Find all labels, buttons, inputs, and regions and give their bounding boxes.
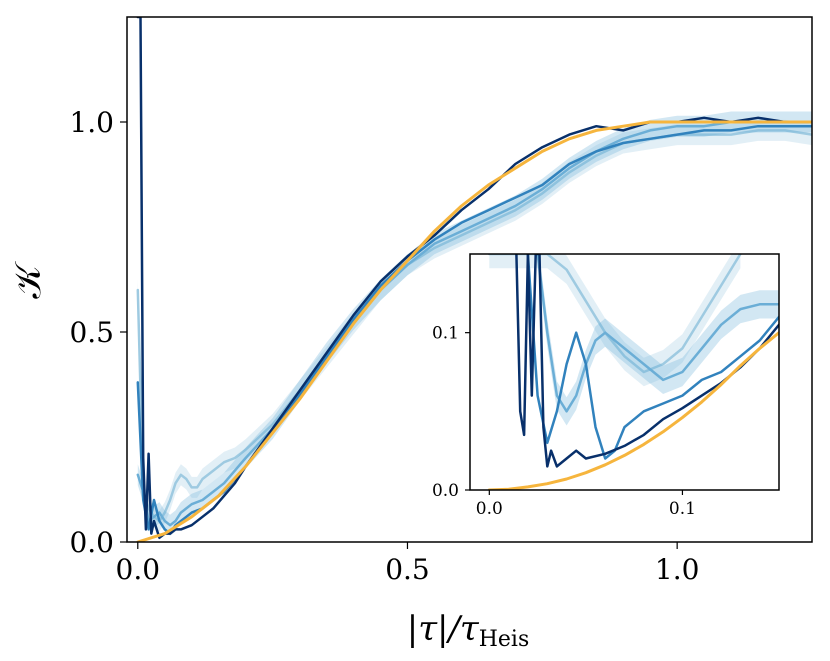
x-tick-label: 0.1	[669, 499, 696, 519]
inset-plot: 0.0 0.1 0.0 0.1	[432, 253, 780, 519]
plot-frame	[469, 253, 780, 491]
plot-frame	[126, 16, 813, 543]
series-band-light	[137, 111, 812, 536]
series-line-analytic	[487, 331, 779, 490]
series-line-analytic	[136, 120, 812, 542]
series-line-lightest	[488, 254, 742, 374]
series-layer	[136, 17, 812, 542]
x-axis-label: |τ|/τHeis	[407, 609, 530, 652]
y-tick-label: 0.1	[432, 324, 459, 344]
series-layer	[487, 254, 779, 490]
y-tick-label: 0.0	[69, 526, 114, 559]
series-band-light	[537, 254, 779, 426]
svg-text:|τ|/τHeis: |τ|/τHeis	[407, 609, 530, 652]
x-tick-label: 0.0	[116, 553, 161, 586]
y-tick-label: 0.0	[432, 481, 459, 501]
x-tick-label: 0.5	[385, 553, 430, 586]
series-line-light	[536, 254, 779, 413]
x-tick-label: 1.0	[655, 553, 700, 586]
series-line-darkest	[515, 254, 779, 468]
plot-background	[470, 254, 779, 490]
y-tick-label: 1.0	[69, 106, 114, 139]
x-tick-label: 0.0	[476, 499, 503, 519]
y-axis-label: 𝒦	[8, 261, 49, 299]
y-tick-label: 0.5	[69, 316, 114, 349]
